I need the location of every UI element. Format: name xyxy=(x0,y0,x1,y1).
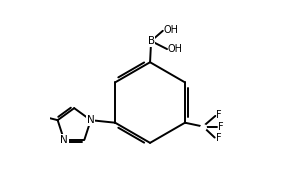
Text: OH: OH xyxy=(164,25,179,35)
Text: F: F xyxy=(215,133,221,143)
Text: N: N xyxy=(60,135,68,145)
Text: N: N xyxy=(87,115,95,125)
Text: F: F xyxy=(218,121,223,132)
Text: F: F xyxy=(216,110,222,121)
Text: B: B xyxy=(148,36,155,46)
Text: OH: OH xyxy=(168,44,183,54)
